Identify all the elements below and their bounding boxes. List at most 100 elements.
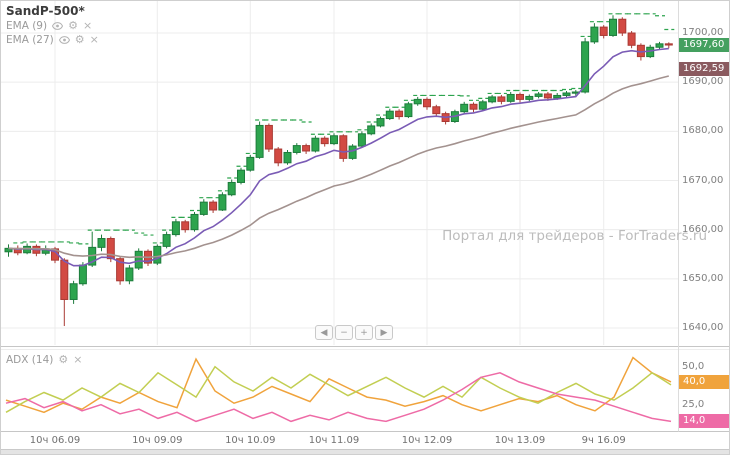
pan-right-button[interactable]: ▶ <box>375 325 393 340</box>
candle-body <box>153 245 162 264</box>
gear-icon[interactable]: ⚙ <box>68 19 78 32</box>
candle-body <box>599 26 608 36</box>
candle-body <box>218 194 227 211</box>
candle-body <box>106 238 115 260</box>
candle-body <box>404 103 413 118</box>
candle-body <box>330 135 338 145</box>
candle-body <box>376 118 385 127</box>
candle-body <box>395 110 404 118</box>
eye-icon-shape <box>58 36 70 44</box>
candle-body <box>78 264 87 285</box>
ema-line <box>8 75 669 259</box>
candle-body <box>581 41 590 93</box>
candle-body <box>283 151 292 164</box>
candle-body <box>339 135 348 159</box>
indicator-row-adx: ADX (14) ⚙ × <box>6 354 82 366</box>
close-icon[interactable]: × <box>89 33 99 46</box>
price-tick-label: 1650,00 <box>682 272 724 284</box>
price-tick-label: 1670,00 <box>682 174 724 186</box>
price-tick-label: 1660,00 <box>682 223 724 235</box>
candle-body <box>199 201 208 215</box>
zoom-in-button[interactable]: + <box>355 325 373 340</box>
candle-body <box>525 95 534 100</box>
candle-body <box>543 93 552 99</box>
candle-body <box>134 250 143 269</box>
candle-body <box>357 133 366 147</box>
candle-body <box>516 93 524 100</box>
time-axis-label: 10ч 06.09 <box>29 435 81 446</box>
candle-body <box>432 106 441 115</box>
close-icon[interactable]: × <box>82 19 93 32</box>
zoom-out-button[interactable]: − <box>335 325 353 340</box>
adx-tick-label: 25,0 <box>682 398 705 410</box>
candle-body <box>97 238 106 248</box>
candle-body <box>69 283 78 300</box>
candle-body <box>60 259 69 300</box>
gear-icon[interactable]: ⚙ <box>58 353 69 366</box>
candle-body <box>274 148 283 164</box>
candle-body <box>311 137 320 152</box>
indicator-row-ema9: EMA (9) ⚙ × <box>6 20 99 32</box>
candle-body <box>664 43 673 46</box>
adx-tick-label: 50,0 <box>682 360 705 372</box>
candle-body <box>385 110 394 120</box>
adx-label: ADX (14) <box>6 354 54 366</box>
candle-body <box>190 213 199 231</box>
candle-body <box>255 124 264 158</box>
candle-body <box>655 43 664 48</box>
time-axis-label: 10ч 12.09 <box>401 435 453 446</box>
candle-body <box>506 93 515 102</box>
candle-body <box>460 103 469 113</box>
candle-body <box>413 98 422 105</box>
candle-body <box>209 201 218 211</box>
candle-body <box>609 18 617 36</box>
candle-body <box>590 26 599 43</box>
candle-body <box>618 18 627 34</box>
candle-body <box>367 125 376 135</box>
adx-series-line <box>5 365 672 413</box>
candle-body <box>627 32 636 46</box>
ema9-label: EMA (9) <box>6 20 48 32</box>
candle-body <box>171 221 180 236</box>
main-legend: SandP-500* EMA (9) ⚙ × EMA (27) ⚙ × <box>6 4 99 46</box>
time-axis-label: 10ч 10.09 <box>225 435 276 446</box>
symbol-title: SandP-500* <box>6 4 85 18</box>
eye-icon[interactable] <box>52 22 64 30</box>
candle-body <box>488 96 497 103</box>
price-tick-label: 1700,00 <box>682 27 724 38</box>
adx-value-badge: 40,0 <box>679 374 729 389</box>
candle-body <box>116 258 125 282</box>
price-tick-label: 1680,00 <box>682 125 724 137</box>
scrollbar-track[interactable] <box>1 449 729 454</box>
chart-nav-buttons: ◀ − + ▶ <box>315 325 393 340</box>
eye-icon[interactable] <box>58 36 70 44</box>
di-minus-value-badge: 14,0 <box>679 414 729 429</box>
time-axis-label: 10ч 13.09 <box>494 435 546 446</box>
price-tick-label: 1690,00 <box>682 76 724 88</box>
candle-body <box>292 145 301 153</box>
candle-body <box>423 98 431 108</box>
candle-body <box>162 234 171 247</box>
candle-body <box>497 96 506 102</box>
pan-left-button[interactable]: ◀ <box>315 325 333 340</box>
candle-body <box>302 145 311 152</box>
ema-line <box>8 47 669 267</box>
candle-body <box>348 145 357 159</box>
gear-icon[interactable]: ⚙ <box>74 33 85 46</box>
ema27-value-badge: 1692,59 <box>679 62 729 77</box>
close-icon[interactable]: × <box>73 353 83 366</box>
indicator-row-ema27: EMA (27) ⚙ × <box>6 34 99 46</box>
candle-body <box>469 103 478 110</box>
candle-body <box>246 156 255 171</box>
watermark: Портал для трейдеров - ForTraders.ru <box>442 228 707 244</box>
candle-body <box>320 137 329 145</box>
ema27-label: EMA (27) <box>6 34 54 46</box>
last-price-badge: 1697,60 <box>679 37 729 52</box>
candle-body <box>553 94 562 99</box>
candle-body <box>181 221 190 231</box>
time-axis-label: 10ч 11.09 <box>308 435 360 446</box>
candle-body <box>264 124 273 150</box>
candle-body <box>478 101 487 110</box>
